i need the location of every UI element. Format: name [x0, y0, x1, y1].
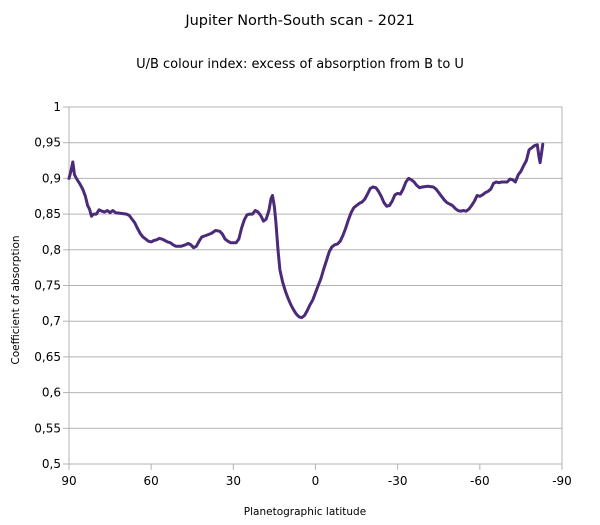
- chart-subtitle: U/B colour index: excess of absorption f…: [136, 57, 464, 72]
- y-tick-label: 0,65: [34, 350, 61, 364]
- y-gridlines: [69, 106, 562, 465]
- x-tick-label: 0: [312, 474, 320, 488]
- y-tick-label: 0,9: [42, 171, 61, 185]
- y-tick-labels: 0,5 0,55 0,6 0,65 0,7 0,75 0,8 0,85 0,9 0,95 1: [34, 100, 61, 471]
- x-tick-label: -60: [470, 474, 490, 488]
- y-tick-label: 1: [53, 100, 61, 114]
- y-tick-label: 0,85: [34, 207, 61, 221]
- x-tick-labels: 90 60 30 0 -30 -60 -90: [61, 474, 571, 488]
- x-tick-label: -30: [388, 474, 408, 488]
- y-tick-label: 0,6: [42, 386, 61, 400]
- series-line: [67, 142, 545, 320]
- x-tick-label: -90: [552, 474, 572, 488]
- y-tick-label: 0,7: [42, 314, 61, 328]
- y-tick-label: 0,75: [34, 279, 61, 293]
- x-tick-label: 90: [61, 474, 76, 488]
- chart-title: Jupiter North-South scan - 2021: [184, 13, 414, 29]
- y-axis-label: Coefficient of absorption: [10, 235, 22, 364]
- y-tick-label: 0,55: [34, 421, 61, 435]
- x-tick-label: 30: [226, 474, 241, 488]
- y-tick-label: 0,8: [42, 243, 61, 257]
- y-tick-label: 0,5: [42, 457, 61, 471]
- x-tick-label: 60: [144, 474, 159, 488]
- x-axis-label: Planetographic latitude: [244, 506, 366, 518]
- tick-marks: [63, 106, 563, 470]
- y-tick-label: 0,95: [34, 136, 61, 150]
- series-layer: [67, 142, 545, 320]
